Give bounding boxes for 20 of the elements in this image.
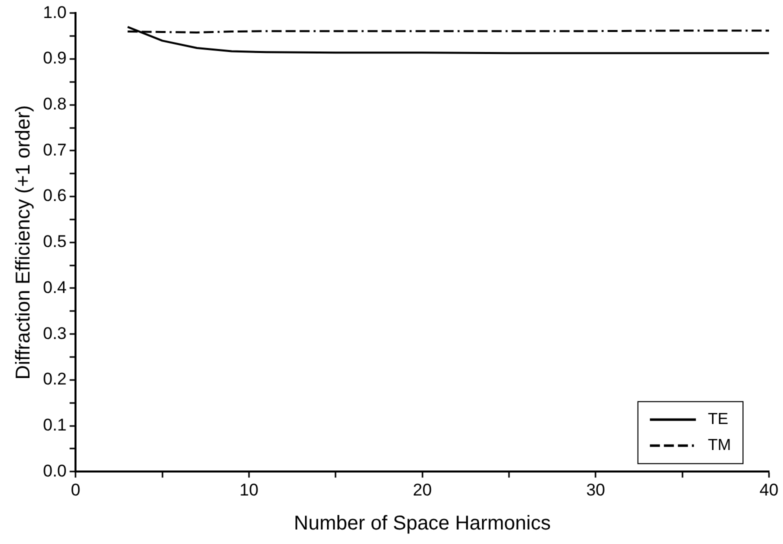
y-tick-label: 0.1 — [42, 415, 67, 434]
y-tick-label: 0.0 — [42, 461, 67, 480]
y-tick-label: 0.5 — [42, 232, 67, 252]
x-tick-label: 40 — [760, 480, 778, 500]
y-tick-label: 0.4 — [42, 278, 67, 297]
x-tick-label: 20 — [412, 480, 432, 500]
y-tick-label: 0.6 — [42, 186, 67, 206]
legend-label: TE — [708, 411, 728, 428]
x-tick-label: 10 — [240, 480, 258, 500]
y-tick-label: 0.8 — [42, 94, 67, 114]
y-tick-label: 1.0 — [42, 2, 67, 22]
y-axis-title: Diffraction Efficiency (+1 order) — [12, 105, 35, 380]
legend-label: TM — [708, 437, 732, 454]
y-tick-label: 0.7 — [42, 140, 67, 160]
y-tick-label: 0.9 — [42, 48, 67, 68]
x-axis-title: Number of Space Harmonics — [294, 512, 551, 535]
y-tick-label: 0.3 — [42, 324, 67, 343]
y-tick-label: 0.2 — [42, 370, 67, 389]
x-tick-label: 0 — [70, 480, 80, 500]
x-tick-label: 30 — [586, 480, 606, 500]
